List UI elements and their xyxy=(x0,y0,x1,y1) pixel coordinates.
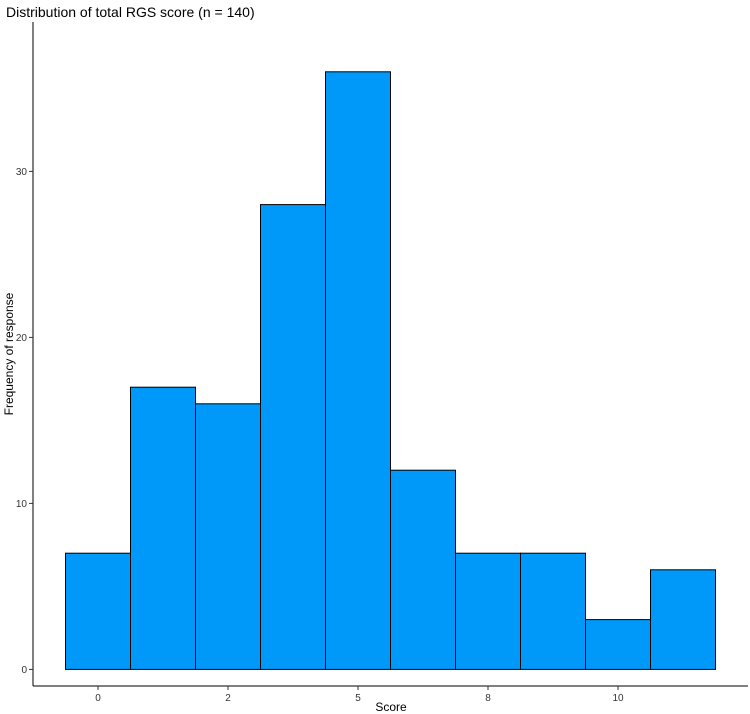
histogram-bar-4 xyxy=(325,71,391,670)
histogram-bar-5 xyxy=(390,469,456,670)
y-tick-label: 20 xyxy=(16,333,28,344)
x-tick-label: 0 xyxy=(95,693,101,704)
x-tick-label: 10 xyxy=(612,693,624,704)
histogram-bar-9 xyxy=(650,569,716,670)
x-tick-label: 2 xyxy=(225,693,231,704)
y-axis-label: Frequency of response xyxy=(2,292,16,415)
histogram-bar-7 xyxy=(520,552,586,670)
y-ticks-group: 0 10 20 30 xyxy=(16,167,33,676)
histogram-bar-6 xyxy=(455,552,521,670)
histogram-bar-2 xyxy=(195,403,261,670)
x-tick-label: 8 xyxy=(485,693,491,704)
chart-title: Distribution of total RGS score (n = 140… xyxy=(6,4,255,20)
y-tick-label: 10 xyxy=(16,499,28,510)
bars-group xyxy=(65,71,716,670)
x-axis-label: Score xyxy=(375,700,407,714)
x-tick-label: 5 xyxy=(355,693,361,704)
y-tick-label: 30 xyxy=(16,167,28,178)
histogram-bar-3 xyxy=(260,204,326,670)
x-ticks-group: 0 2 5 8 10 xyxy=(95,686,624,704)
histogram-bar-1 xyxy=(130,386,196,670)
histogram-bar-8 xyxy=(585,619,651,670)
y-tick-label: 0 xyxy=(21,665,27,676)
histogram-bar-0 xyxy=(65,552,131,670)
